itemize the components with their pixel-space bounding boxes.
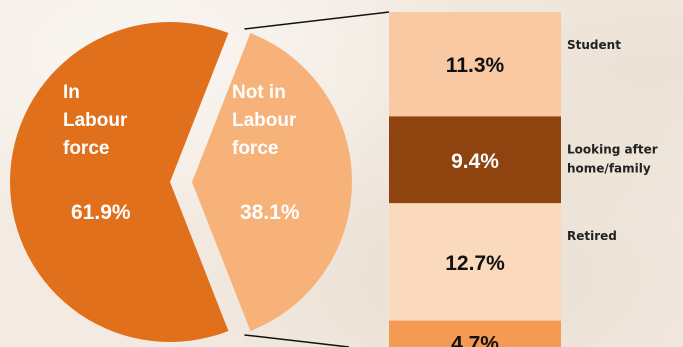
bar-segment-label-0: Student [567, 38, 621, 52]
pie-slice-in-labour-force-label: force [63, 138, 109, 159]
bar-segment-label-2: Retired [567, 229, 617, 243]
bar-segment-value-2: 12.7% [445, 252, 505, 275]
pie-slice-in-labour-force [10, 22, 229, 342]
bar-segment-3 [389, 320, 561, 347]
pie-slice-in-labour-force-value: 61.9% [71, 201, 131, 224]
connector-line-bottom [244, 334, 350, 347]
bar-segment-value-1: 9.4% [451, 150, 499, 173]
pie-slice-not-in-labour-force-value: 38.1% [240, 201, 300, 224]
pie-slice-not-in-labour-force-label: Not in [232, 82, 286, 103]
pie-slice-in-labour-force-label: Labour [63, 110, 128, 131]
pie-slice-not-in-labour-force-label: Labour [232, 110, 297, 131]
connector-lines [244, 11, 390, 347]
pie-slice-not-in-labour-force-label: force [232, 138, 278, 159]
breakdown-bar: 11.3% Student 9.4% Looking after home/family… [389, 12, 658, 347]
bar-segment-value-0: 11.3% [446, 54, 505, 77]
bar-segment-1 [389, 116, 561, 204]
pie-slice-not-in-labour-force [192, 33, 353, 331]
pie-chart: In Labour force 61.9% Not in Labour force 38.1% [10, 22, 353, 342]
connector-line-top [244, 11, 390, 30]
bar-segment-0 [389, 12, 561, 117]
bar-segment-value-3: 4.7% [451, 332, 499, 347]
bar-segment-label-1: Looking after [567, 142, 658, 156]
bar-segment-2 [389, 203, 561, 321]
bar-segment-label-1: home/family [567, 161, 651, 175]
pie-slice-in-labour-force-label: In [63, 82, 80, 103]
